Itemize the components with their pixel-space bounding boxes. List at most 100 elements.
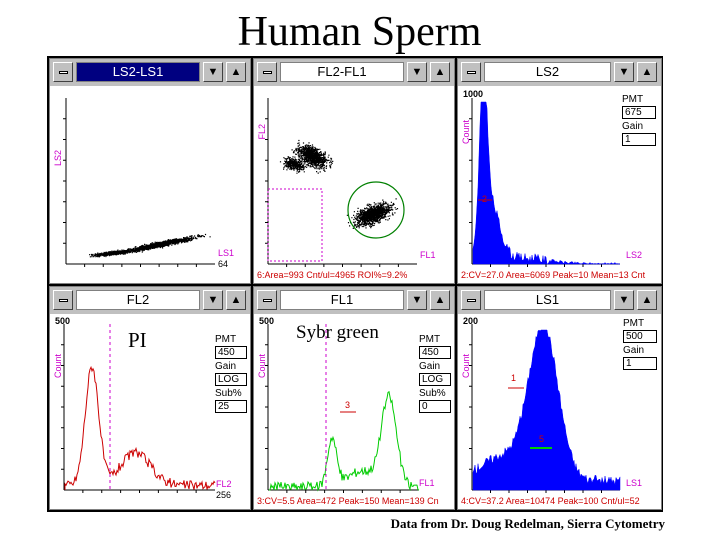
maximize-button[interactable]: ▲	[226, 290, 246, 310]
window-ls2: LS2 ▼ ▲ 1000 Count 2 LS2 2:CV=27.0 Area=…	[457, 58, 662, 284]
marker-label: 3	[345, 400, 351, 410]
dropdown-arrow-button[interactable]: ▼	[407, 290, 427, 310]
gain-value-field[interactable]: LOG	[215, 373, 247, 386]
sub-value-field[interactable]: 25	[215, 400, 247, 413]
gate-rectangle	[267, 188, 323, 262]
maximize-button[interactable]: ▲	[226, 62, 246, 82]
window-fl2: FL2 ▼ ▲ 500 Count PI FL2 256 PMT 450 Gai…	[49, 286, 251, 510]
gain-value-field[interactable]: 1	[623, 357, 657, 370]
title-bar: LS2 ▼ ▲	[458, 59, 661, 85]
window-fl1: FL1 ▼ ▲ 500 Count Sybr green 3 FL1 3:CV=…	[253, 286, 455, 510]
histogram-plot-area: 500 Count Sybr green 3 FL1 3:CV=5.5 Area…	[254, 314, 454, 509]
event-dots	[279, 156, 308, 174]
histogram-line	[64, 365, 216, 490]
pmt-value-field[interactable]: 450	[215, 346, 247, 359]
histogram-bars	[472, 101, 620, 265]
roi-circle	[347, 181, 405, 239]
pmt-settings: PMT 500 Gain 1	[623, 318, 657, 372]
window-title[interactable]: FL2	[76, 290, 200, 310]
gain-label: Gain	[622, 121, 644, 132]
maximize-button[interactable]: ▲	[637, 290, 657, 310]
x-axis-max: 64	[218, 259, 229, 269]
window-title[interactable]: FL1	[280, 290, 404, 310]
pmt-settings: PMT 450 Gain LOG Sub% 25	[215, 334, 247, 415]
dropdown-arrow-button[interactable]: ▼	[203, 62, 223, 82]
maximize-button[interactable]: ▲	[637, 62, 657, 82]
x-axis-label: FL2	[216, 479, 232, 489]
stain-annotation: Sybr green	[296, 322, 379, 343]
cytometry-panel-grid: LS2-LS1 ▼ ▲ LS2 LS1 64 FL2-FL1 ▼ ▲ FL2 F…	[47, 56, 663, 512]
histogram-plot-area: 1000 Count 2 LS2 2:CV=27.0 Area=6069 Pea…	[458, 86, 661, 283]
event-dots	[291, 139, 334, 174]
system-menu-button[interactable]	[257, 62, 277, 82]
stats-line: 4:CV=37.2 Area=10474 Peak=100 Cnt/ul=52	[461, 496, 640, 506]
y-axis-label: Count	[461, 120, 471, 145]
title-bar: FL2 ▼ ▲	[50, 287, 250, 313]
gain-value-field[interactable]: 1	[622, 133, 656, 146]
system-menu-button[interactable]	[53, 62, 73, 82]
dropdown-arrow-button[interactable]: ▼	[203, 290, 223, 310]
window-ls1: LS1 ▼ ▲ 200 Count 1 5 LS1 4:CV=37.2 Area…	[457, 286, 662, 510]
dropdown-arrow-button[interactable]: ▼	[407, 62, 427, 82]
sub-value-field[interactable]: 0	[419, 400, 451, 413]
scatter-plot-area: LS2 LS1 64	[50, 86, 250, 283]
histogram-bars	[472, 329, 621, 491]
stats-line: 2:CV=27.0 Area=6069 Peak=10 Mean=13 Cnt	[461, 270, 646, 280]
window-title[interactable]: FL2-FL1	[280, 62, 404, 82]
gain-label: Gain	[215, 361, 237, 372]
window-ls2-ls1: LS2-LS1 ▼ ▲ LS2 LS1 64	[49, 58, 251, 284]
histogram-line	[269, 390, 420, 492]
y-axis-label: Count	[257, 354, 267, 379]
window-title[interactable]: LS1	[484, 290, 611, 310]
event-dots	[89, 248, 134, 258]
system-menu-button[interactable]	[53, 290, 73, 310]
dropdown-arrow-button[interactable]: ▼	[614, 62, 634, 82]
gain-value-field[interactable]: LOG	[419, 373, 451, 386]
window-title[interactable]: LS2-LS1	[76, 62, 200, 82]
maximize-button[interactable]: ▲	[430, 62, 450, 82]
system-menu-button[interactable]	[257, 290, 277, 310]
scatter-plot-area: FL2 FL1 6:Area=993 Cnt/ul=4965 ROI%=9.2%	[254, 86, 454, 283]
pmt-label: PMT	[622, 94, 644, 105]
pmt-label: PMT	[419, 334, 441, 345]
pmt-value-field[interactable]: 500	[623, 330, 657, 343]
title-bar: FL1 ▼ ▲	[254, 287, 454, 313]
pmt-label: PMT	[215, 334, 237, 345]
window-fl2-fl1: FL2-FL1 ▼ ▲ FL2 FL1 6:Area=993 Cnt/ul=49…	[253, 58, 455, 284]
system-menu-button[interactable]	[461, 290, 481, 310]
event-dots	[346, 198, 399, 229]
pmt-value-field[interactable]: 450	[419, 346, 451, 359]
y-axis-max: 500	[55, 316, 71, 326]
maximize-button[interactable]: ▲	[430, 290, 450, 310]
pmt-settings: PMT 450 Gain LOG Sub% 0	[419, 334, 451, 415]
stats-line: 3:CV=5.5 Area=472 Peak=150 Mean=139 Cn	[257, 496, 439, 506]
y-axis-label: Count	[53, 354, 63, 379]
y-axis-max: 1000	[463, 89, 484, 99]
stain-annotation: PI	[128, 328, 147, 352]
histogram-plot-area: 500 Count PI FL2 256 PMT 450 Gain LOG Su…	[50, 314, 250, 509]
x-axis-label: LS2	[626, 250, 643, 260]
gain-label: Gain	[623, 345, 645, 356]
pmt-value-field[interactable]: 675	[622, 106, 656, 119]
marker-label: 1	[511, 373, 517, 383]
y-axis-label: LS2	[53, 150, 63, 167]
x-axis-label: FL1	[420, 250, 436, 260]
gain-label: Gain	[419, 361, 441, 372]
x-axis-label: LS1	[218, 248, 235, 258]
x-axis-label: FL1	[419, 478, 435, 488]
y-axis-max: 500	[259, 316, 275, 326]
title-bar: FL2-FL1 ▼ ▲	[254, 59, 454, 85]
y-axis-label: FL2	[257, 124, 267, 140]
histogram-plot-area: 200 Count 1 5 LS1 4:CV=37.2 Area=10474 P…	[458, 314, 661, 509]
sub-label: Sub%	[419, 388, 446, 399]
x-axis-max: 256	[216, 490, 232, 500]
system-menu-button[interactable]	[461, 62, 481, 82]
pmt-settings: PMT 675 Gain 1	[622, 94, 656, 148]
marker-label-2: 5	[539, 434, 545, 444]
marker-label: 2	[482, 194, 488, 204]
dropdown-arrow-button[interactable]: ▼	[614, 290, 634, 310]
window-title[interactable]: LS2	[484, 62, 611, 82]
stats-line: 6:Area=993 Cnt/ul=4965 ROI%=9.2%	[257, 270, 408, 280]
data-credit: Data from Dr. Doug Redelman, Sierra Cyto…	[390, 516, 665, 531]
event-dots	[105, 233, 211, 256]
